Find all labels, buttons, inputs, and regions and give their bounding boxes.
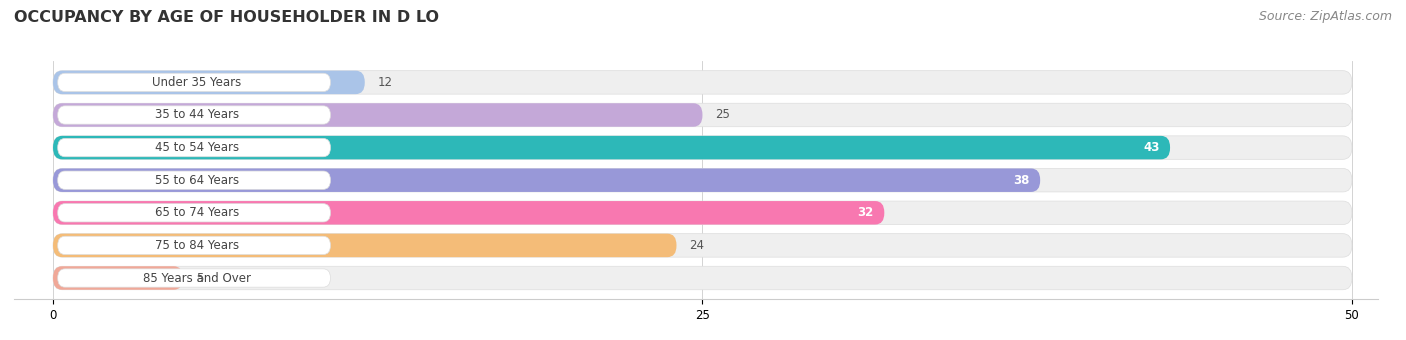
Text: 5: 5	[195, 272, 204, 285]
FancyBboxPatch shape	[53, 168, 1040, 192]
FancyBboxPatch shape	[53, 103, 703, 127]
Text: 43: 43	[1143, 141, 1160, 154]
FancyBboxPatch shape	[58, 269, 330, 287]
Text: 25: 25	[716, 108, 730, 121]
Text: Source: ZipAtlas.com: Source: ZipAtlas.com	[1258, 10, 1392, 23]
FancyBboxPatch shape	[53, 201, 1353, 224]
Text: 55 to 64 Years: 55 to 64 Years	[155, 174, 239, 187]
Text: OCCUPANCY BY AGE OF HOUSEHOLDER IN D LO: OCCUPANCY BY AGE OF HOUSEHOLDER IN D LO	[14, 10, 439, 25]
FancyBboxPatch shape	[53, 136, 1353, 159]
FancyBboxPatch shape	[53, 136, 1170, 159]
FancyBboxPatch shape	[58, 236, 330, 255]
FancyBboxPatch shape	[53, 234, 1353, 257]
FancyBboxPatch shape	[53, 266, 1353, 290]
FancyBboxPatch shape	[58, 138, 330, 157]
FancyBboxPatch shape	[58, 73, 330, 91]
FancyBboxPatch shape	[53, 71, 1353, 94]
Text: 32: 32	[858, 206, 875, 219]
FancyBboxPatch shape	[58, 171, 330, 189]
FancyBboxPatch shape	[53, 266, 183, 290]
FancyBboxPatch shape	[58, 106, 330, 124]
FancyBboxPatch shape	[53, 234, 676, 257]
FancyBboxPatch shape	[53, 103, 1353, 127]
Text: 85 Years and Over: 85 Years and Over	[142, 272, 250, 285]
FancyBboxPatch shape	[58, 204, 330, 222]
Text: 38: 38	[1014, 174, 1029, 187]
Text: 45 to 54 Years: 45 to 54 Years	[155, 141, 239, 154]
Text: 75 to 84 Years: 75 to 84 Years	[155, 239, 239, 252]
Text: 24: 24	[689, 239, 704, 252]
FancyBboxPatch shape	[53, 168, 1353, 192]
Text: Under 35 Years: Under 35 Years	[152, 76, 242, 89]
FancyBboxPatch shape	[53, 201, 884, 224]
Text: 12: 12	[378, 76, 392, 89]
Text: 35 to 44 Years: 35 to 44 Years	[155, 108, 239, 121]
Text: 65 to 74 Years: 65 to 74 Years	[155, 206, 239, 219]
FancyBboxPatch shape	[53, 71, 364, 94]
